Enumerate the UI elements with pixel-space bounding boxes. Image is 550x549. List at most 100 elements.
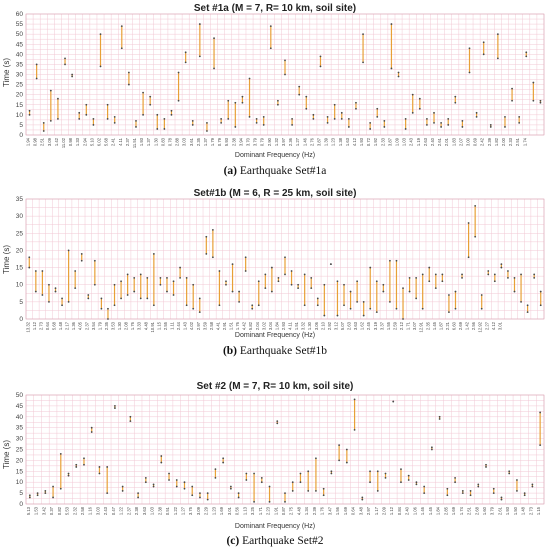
x-tick-label: 2.00 <box>501 137 506 146</box>
x-tick-label: 2.97 <box>366 506 371 515</box>
range-end-marker <box>106 466 109 468</box>
x-tick-label: 2.85 <box>443 506 448 515</box>
range-start-marker <box>303 304 306 307</box>
x-tick-label: 5.68 <box>52 321 57 330</box>
range-end-marker <box>489 124 492 126</box>
x-tick-label: 2.04 <box>255 321 260 330</box>
range-end-marker <box>284 256 286 259</box>
range-start-marker <box>500 266 503 269</box>
x-tick-label: 1.43 <box>183 321 188 330</box>
range-start-marker <box>407 479 410 481</box>
range-end-marker <box>41 270 44 272</box>
range-end-marker <box>67 249 70 252</box>
range-start-marker <box>36 494 39 497</box>
x-tick-label: 1.30 <box>307 321 312 330</box>
range-start-marker <box>532 99 535 102</box>
x-tick-label: 1.45 <box>432 321 437 330</box>
range-end-marker <box>192 283 195 286</box>
range-start-marker <box>492 492 495 494</box>
x-tick-label: 1.69 <box>219 506 224 515</box>
range-end-marker <box>198 297 201 300</box>
range-end-marker <box>418 97 421 100</box>
range-end-marker <box>384 472 387 475</box>
x-tick-label: 1.38 <box>338 137 343 146</box>
x-tick-label: 2.23 <box>266 506 271 515</box>
range-start-marker <box>330 472 333 475</box>
x-tick-label: 2.39 <box>312 506 317 515</box>
x-tick-label: 3.42 <box>41 506 46 515</box>
range-end-marker <box>438 415 441 418</box>
range-start-marker <box>438 418 441 420</box>
range-end-marker <box>133 276 136 279</box>
x-tick-label: 2.29 <box>204 506 209 515</box>
range-start-marker <box>415 297 418 300</box>
range-start-marker <box>93 283 96 286</box>
x-tick-label: 2.97 <box>196 321 201 330</box>
range-end-marker <box>52 485 54 488</box>
range-start-marker <box>291 490 294 492</box>
range-start-marker <box>237 496 240 499</box>
range-start-marker <box>531 485 534 488</box>
x-tick-label: 2.69 <box>458 321 463 330</box>
x-tick-label: 1.15 <box>156 321 161 330</box>
range-start-marker <box>433 122 435 124</box>
range-end-marker <box>185 276 188 279</box>
range-start-marker <box>397 75 400 78</box>
range-start-marker <box>467 256 470 259</box>
x-tick-label: 1.03 <box>402 137 407 146</box>
range-end-marker <box>177 71 180 74</box>
chart-title: Set #1a (M = 7, R= 10 km, soil site) <box>193 3 357 14</box>
range-end-marker <box>99 33 102 36</box>
x-tick-label: 1.93 <box>359 137 364 146</box>
range-start-marker <box>262 124 265 126</box>
x-tick-label: 2.38 <box>134 506 139 515</box>
x-tick-label: 3.01 <box>497 321 502 330</box>
y-tick-label: 15 <box>16 102 24 109</box>
x-tick-label: 2.38 <box>231 137 236 146</box>
x-tick-label: 2.12 <box>399 321 404 330</box>
range-start-marker <box>487 273 490 276</box>
range-start-marker <box>291 124 293 126</box>
range-end-marker <box>114 405 116 407</box>
range-end-marker <box>303 273 306 276</box>
x-tick-label: 3.03 <box>182 137 187 146</box>
x-tick-label: 2.37 <box>125 137 130 146</box>
range-end-marker <box>156 113 159 116</box>
range-end-marker <box>34 270 37 272</box>
range-start-marker <box>98 472 101 475</box>
range-start-marker <box>149 103 152 106</box>
range-end-marker <box>467 222 470 224</box>
range-end-marker <box>262 115 265 118</box>
range-end-marker <box>487 270 490 272</box>
range-end-marker <box>355 101 357 104</box>
range-end-marker <box>343 283 345 286</box>
range-end-marker <box>152 252 155 255</box>
range-start-marker <box>214 476 217 479</box>
range-start-marker <box>120 297 122 300</box>
range-start-marker <box>144 481 147 484</box>
x-tick-label: 1.34 <box>304 506 309 515</box>
x-tick-label: 1.37 <box>203 137 208 146</box>
range-start-marker <box>362 314 365 317</box>
range-end-marker <box>270 266 273 269</box>
range-start-marker <box>146 297 149 300</box>
x-tick-label: 3.09 <box>47 137 52 146</box>
range-start-marker <box>234 126 237 128</box>
x-tick-label: 4.12 <box>491 321 496 330</box>
x-tick-label: 1.03 <box>150 506 155 515</box>
range-end-marker <box>206 122 208 124</box>
range-end-marker <box>402 287 404 290</box>
range-start-marker <box>539 304 542 307</box>
range-end-marker <box>349 290 352 293</box>
x-tick-label: 1.93 <box>139 137 144 146</box>
x-tick-label: 1.22 <box>173 506 178 515</box>
range-end-marker <box>291 481 294 484</box>
range-start-marker <box>152 485 155 488</box>
range-start-marker <box>218 304 221 307</box>
range-start-marker <box>475 115 478 118</box>
range-start-marker <box>113 304 116 307</box>
range-end-marker <box>184 51 187 54</box>
range-start-marker <box>106 492 109 494</box>
x-tick-label: 3.06 <box>314 321 319 330</box>
x-tick-label: 2.45 <box>366 321 371 330</box>
